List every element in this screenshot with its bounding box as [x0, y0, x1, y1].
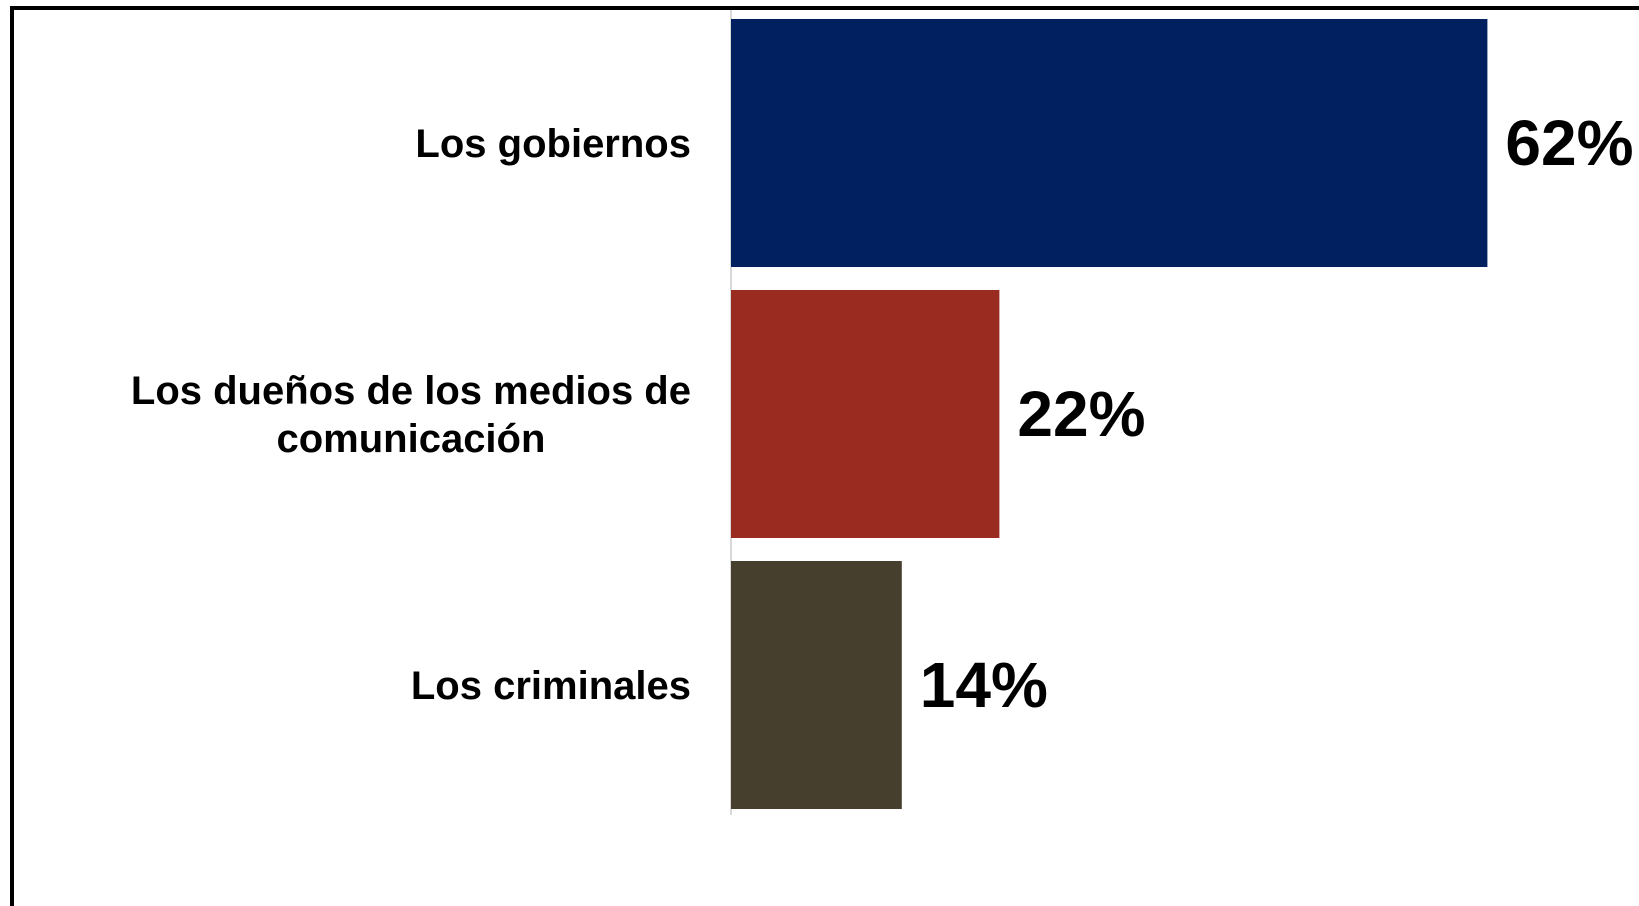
labels-group: 62% Los gobiernos 22% Los dueños de los med…: [131, 107, 1634, 721]
category-label-1-line-1: comunicación: [276, 417, 545, 461]
bar-2: [731, 561, 902, 809]
category-label-0: Los gobiernos: [415, 122, 691, 166]
category-label-2-line-0: Los criminales: [411, 664, 691, 708]
value-label-0: 62%: [1505, 107, 1633, 179]
bars-group: [731, 19, 1488, 809]
category-label-1-line-0: Los dueños de los medios de: [131, 369, 691, 413]
category-label-1: Los dueños de los medios de comunicación: [131, 369, 691, 461]
chart-frame: [10, 6, 1639, 906]
value-label-2: 14%: [920, 649, 1048, 721]
value-label-1: 22%: [1017, 378, 1145, 450]
bar-chart: 62% Los gobiernos 22% Los dueños de los med…: [131, 10, 1634, 815]
category-label-2: Los criminales: [411, 664, 691, 708]
category-label-0-line-0: Los gobiernos: [415, 122, 691, 166]
bar-1: [731, 290, 1000, 538]
bar-0: [731, 19, 1488, 267]
